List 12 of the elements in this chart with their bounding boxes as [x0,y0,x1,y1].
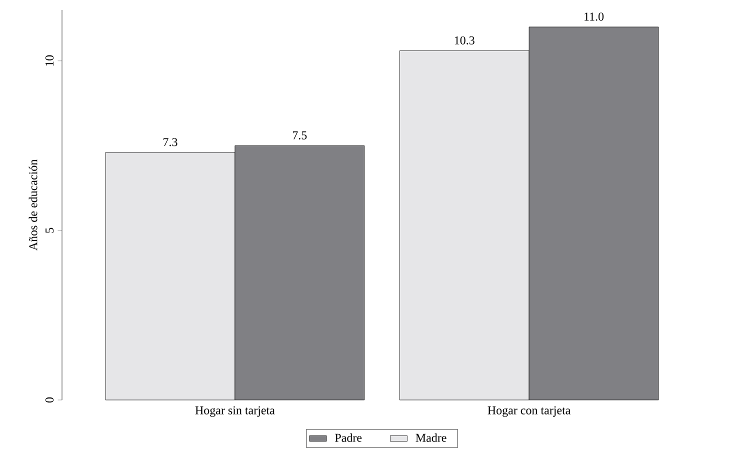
data-label: 7.3 [164,138,178,146]
data-label: 7.5 [292,131,307,140]
y-tick-label: 0 [45,397,54,403]
y-tick-label: 5 [46,228,54,233]
y-tick-label: 10 [45,55,54,66]
y-axis-title: Años de educación [28,160,38,251]
data-label: 10.3 [454,36,474,44]
data-label: 11.0 [584,12,604,21]
x-tick-label: Hogar con tarjeta [488,406,571,417]
x-tick-label: Hogar sin tarjeta [195,406,275,417]
legend-label: Madre [416,433,446,442]
legend-label: Padre [335,433,362,442]
